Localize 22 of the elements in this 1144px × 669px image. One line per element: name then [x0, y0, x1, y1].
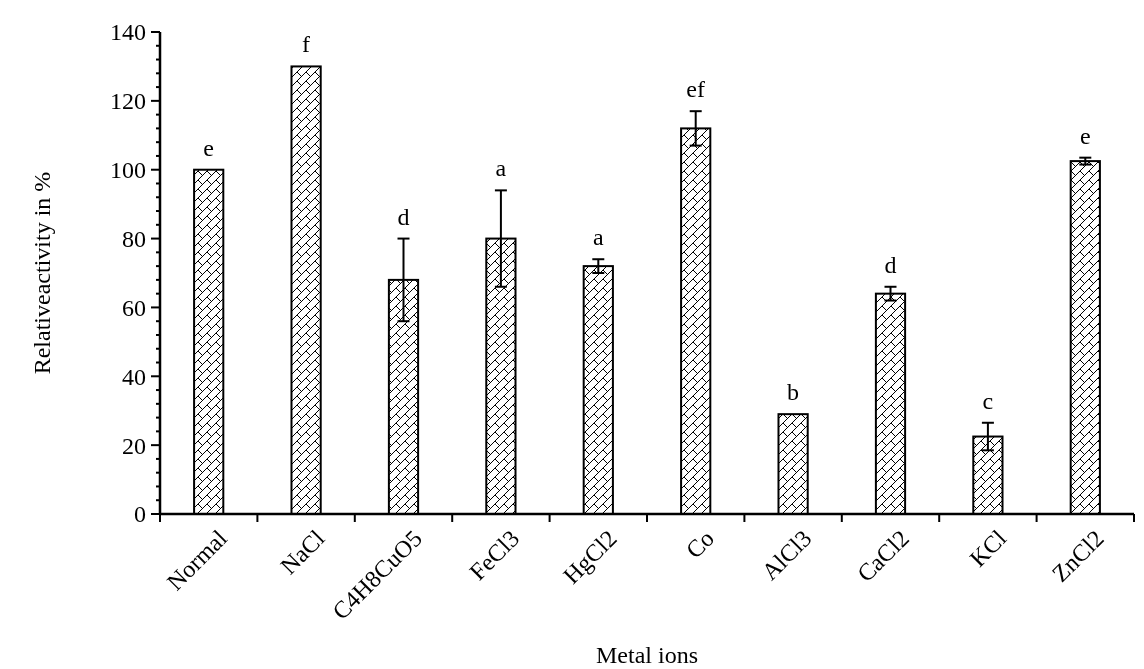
- annotation: f: [302, 31, 311, 58]
- annotation: d: [397, 203, 410, 230]
- x-axis-title: Metal ions: [596, 642, 698, 668]
- annotation: e: [203, 134, 215, 161]
- y-tick-label: 140: [110, 19, 146, 46]
- annotation: b: [787, 379, 800, 406]
- y-tick-label: 0: [134, 501, 146, 528]
- y-axis-title: Relativeactivity in %: [29, 171, 55, 375]
- annotation: ef: [686, 76, 706, 103]
- y-tick-label: 40: [122, 363, 146, 390]
- y-tick-label: 100: [110, 157, 146, 184]
- annotation: a: [592, 224, 604, 251]
- x-tick-label: KCl: [964, 524, 1012, 572]
- y-tick-label: 120: [110, 88, 146, 115]
- annotation: e: [1079, 122, 1091, 149]
- annotation: d: [884, 251, 897, 278]
- annotation: c: [982, 387, 994, 414]
- y-tick-label: 80: [122, 225, 146, 252]
- y-tick-label: 20: [122, 432, 146, 459]
- x-tick-label: Co: [680, 525, 720, 564]
- annotation: a: [495, 155, 507, 182]
- y-tick-label: 60: [122, 294, 146, 321]
